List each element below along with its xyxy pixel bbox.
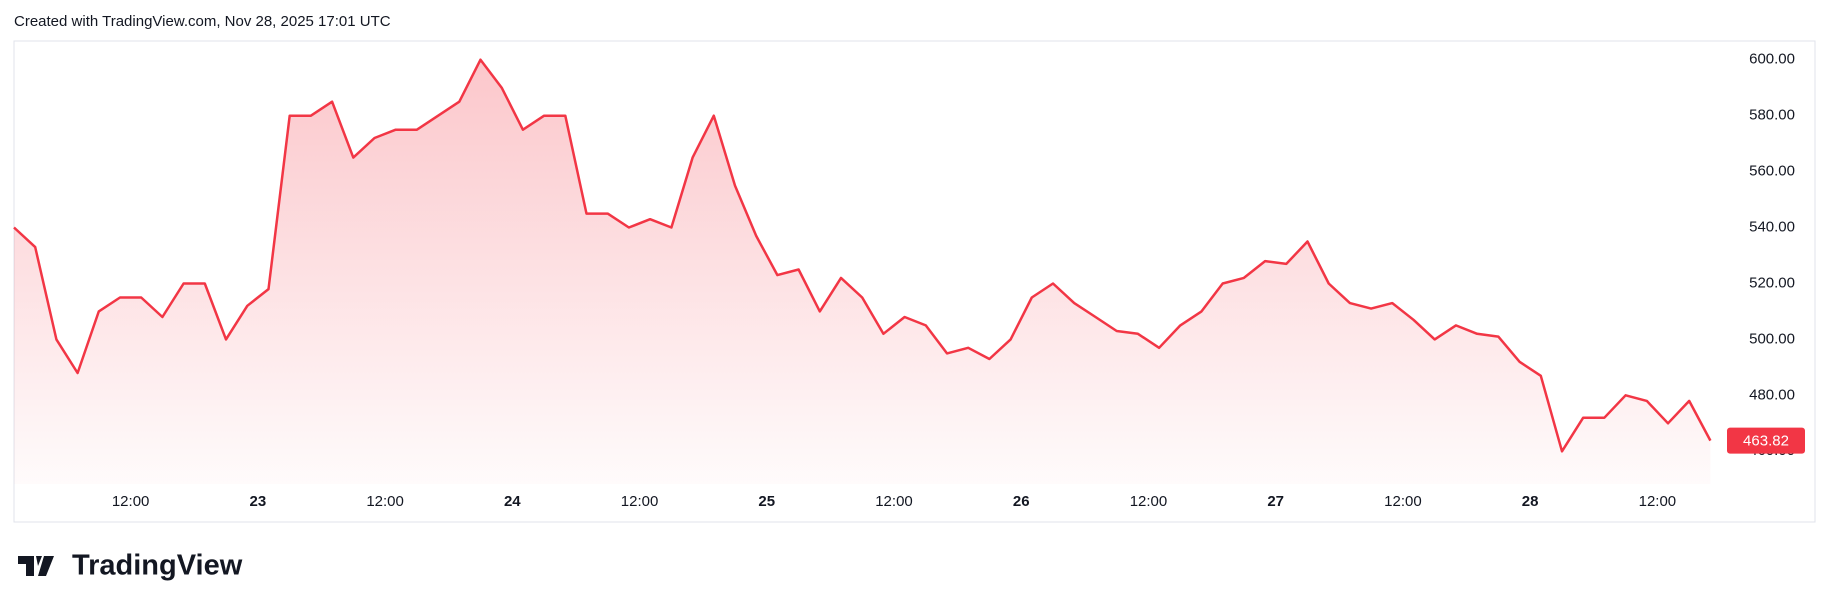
x-tick-label: 12:00: [112, 493, 150, 510]
x-tick-label: 27: [1267, 493, 1284, 510]
logo: TradingView: [18, 550, 243, 582]
x-tick-label: 12:00: [366, 493, 404, 510]
plot: 460.00480.00500.00520.00540.00560.00580.…: [13, 51, 1805, 510]
y-tick-label: 500.00: [1749, 330, 1795, 347]
x-tick-label: 12:00: [1639, 493, 1677, 510]
brand: TradingView: [72, 550, 243, 582]
x-tick-label: 12:00: [1384, 493, 1422, 510]
x-tick-label: 28: [1522, 493, 1539, 510]
x-tick-label: 12:00: [1130, 493, 1168, 510]
y-tick-label: 480.00: [1749, 386, 1795, 403]
price-line: [13, 58, 1712, 453]
y-tick-label: 540.00: [1749, 219, 1795, 236]
header: Created with TradingView.com, Nov 28, 20…: [14, 13, 391, 30]
last-price-label: 463.82: [1743, 433, 1789, 450]
y-tick-label: 580.00: [1749, 107, 1795, 124]
logo-icon: [18, 556, 54, 576]
y-tick-label: 520.00: [1749, 274, 1795, 291]
y-tick-label: 560.00: [1749, 163, 1795, 180]
x-tick-label: 25: [758, 493, 775, 510]
last-price-tag: [1727, 427, 1805, 454]
area-fill: [14, 59, 1711, 484]
x-tick-label: 23: [250, 493, 267, 510]
x-tick-label: 26: [1013, 493, 1030, 510]
x-tick-label: 12:00: [875, 493, 913, 510]
x-tick-label: 12:00: [621, 493, 659, 510]
x-tick-label: 24: [504, 493, 521, 510]
y-tick-label: 600.00: [1749, 51, 1795, 68]
